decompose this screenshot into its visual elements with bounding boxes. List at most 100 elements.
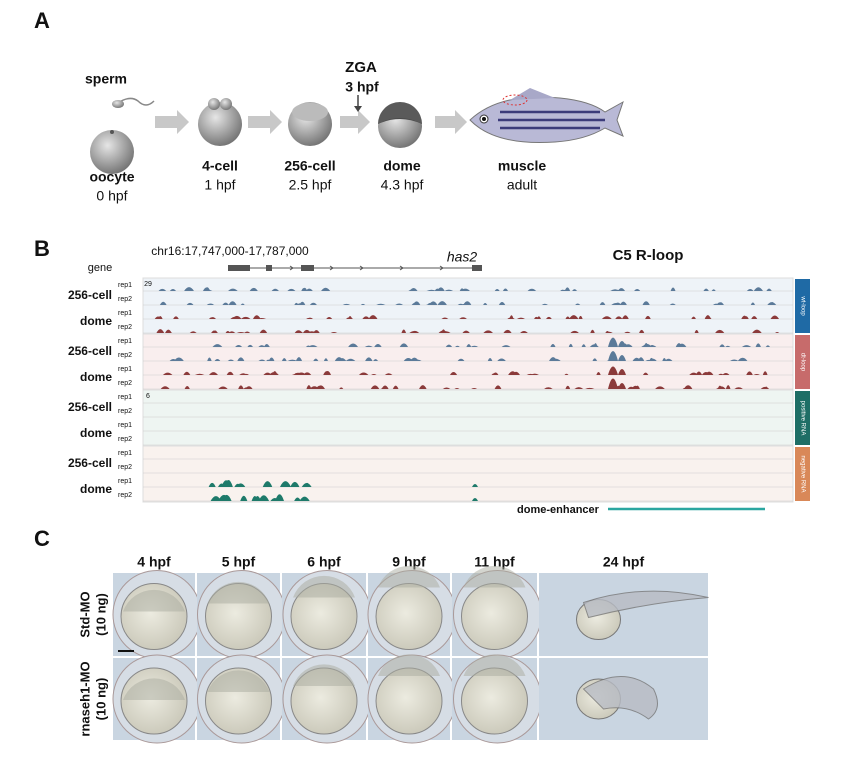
stage-time: 2.5 hpf (289, 177, 332, 193)
intron-arrow (399, 265, 404, 271)
group-side-label: wt-loop (799, 295, 805, 316)
track-stage: dome (80, 370, 112, 384)
blastoderm (207, 581, 270, 604)
track-stage: 256-cell (68, 288, 112, 302)
embryo (461, 583, 528, 650)
panel-label: A (34, 8, 50, 33)
track-stage: 256-cell (68, 400, 112, 414)
row-name: Std-MO (77, 591, 92, 637)
track-rep: rep2 (118, 380, 132, 387)
row-dose: (10 ng) (93, 678, 108, 721)
blastoderm (378, 565, 440, 588)
blastoderm (293, 664, 355, 686)
signal-track (158, 287, 772, 291)
panel-label: C (34, 526, 50, 551)
stage-time: 4.3 hpf (381, 177, 424, 193)
signal-track (208, 480, 478, 487)
track-rep: rep1 (118, 450, 132, 457)
track-rep: rep2 (118, 492, 132, 499)
track-group (142, 445, 794, 503)
blastoderm (207, 670, 270, 692)
time-header: 9 hpf (392, 554, 426, 570)
group-side-bar (795, 335, 810, 389)
track-group (142, 333, 794, 391)
track-rep: rep2 (118, 408, 132, 415)
gene-label: gene (88, 262, 112, 274)
blastoderm (123, 589, 185, 612)
row-dose: (10 ng) (93, 593, 108, 636)
gene-name: has2 (447, 249, 478, 265)
intron-arrow (439, 265, 444, 271)
stage-name: 4-cell (202, 158, 238, 174)
larva-body (582, 590, 709, 619)
track-stage: dome (80, 314, 112, 328)
track-rep: rep1 (118, 422, 132, 429)
schematic (90, 88, 624, 174)
embryo (375, 667, 443, 735)
time-header: 4 hpf (137, 554, 171, 570)
locus-coords: chr16:17,747,000-17,787,000 (151, 244, 309, 258)
enhancer-label: dome-enhancer (517, 504, 600, 516)
track-rep: rep2 (118, 324, 132, 331)
larva-body (582, 676, 658, 720)
blastoderm (378, 654, 440, 676)
zga-label: ZGA (345, 59, 377, 76)
track-scale: 29 (144, 281, 152, 288)
stage-name: oocyte (89, 169, 134, 185)
stage-time: adult (507, 177, 537, 193)
group-side-label: positive RNA (799, 401, 805, 436)
stage-name: sperm (85, 71, 127, 87)
track-rep: rep2 (118, 436, 132, 443)
signal-track (162, 366, 768, 375)
exon (472, 265, 482, 271)
signal-track (154, 315, 780, 319)
row-name: rnaseh1-MO (77, 661, 92, 736)
track-rep: rep1 (118, 310, 132, 317)
track-rep: rep1 (118, 478, 132, 485)
track-group (142, 389, 794, 447)
group-side-label: dt-loop (799, 353, 805, 372)
stage-name: 256-cell (284, 158, 335, 174)
stage-time: 1 hpf (204, 177, 235, 193)
stage-time: 0 hpf (96, 188, 127, 204)
signal-track (156, 329, 780, 333)
signal-track (212, 337, 771, 347)
blastoderm (463, 654, 526, 676)
track-rep: rep1 (118, 282, 132, 289)
exon (228, 265, 250, 271)
track-stage: 256-cell (68, 456, 112, 470)
intron-arrow (289, 265, 294, 271)
group-side-label: negative RNA (799, 455, 805, 492)
exon (266, 265, 272, 271)
group-side-bar (795, 447, 810, 501)
blastoderm (123, 678, 185, 700)
signal-track (159, 301, 777, 305)
group-side-bar (795, 279, 810, 333)
zga-time: 3 hpf (345, 79, 379, 95)
time-header: 6 hpf (307, 554, 341, 570)
stage-name: dome (383, 158, 421, 174)
track-rep: rep1 (118, 394, 132, 401)
blastoderm (293, 575, 355, 598)
signal-track (160, 378, 770, 389)
embryo (120, 667, 188, 735)
panel-label: B (34, 236, 50, 261)
track-rep: rep1 (118, 366, 132, 373)
group-side-bar (795, 391, 810, 445)
embryo (461, 667, 528, 735)
blastoderm (463, 565, 526, 588)
track-scale: 6 (146, 393, 150, 400)
track-stage: dome (80, 426, 112, 440)
embryo (375, 583, 443, 650)
track-stage: dome (80, 482, 112, 496)
time-header: 5 hpf (222, 554, 256, 570)
time-header: 11 hpf (474, 554, 515, 570)
intron-arrow (359, 265, 364, 271)
intron-arrow (329, 265, 334, 271)
signal-track (210, 494, 479, 501)
track-group (142, 277, 794, 335)
track-rep: rep2 (118, 296, 132, 303)
micrograph (539, 573, 708, 656)
exon (301, 265, 314, 271)
